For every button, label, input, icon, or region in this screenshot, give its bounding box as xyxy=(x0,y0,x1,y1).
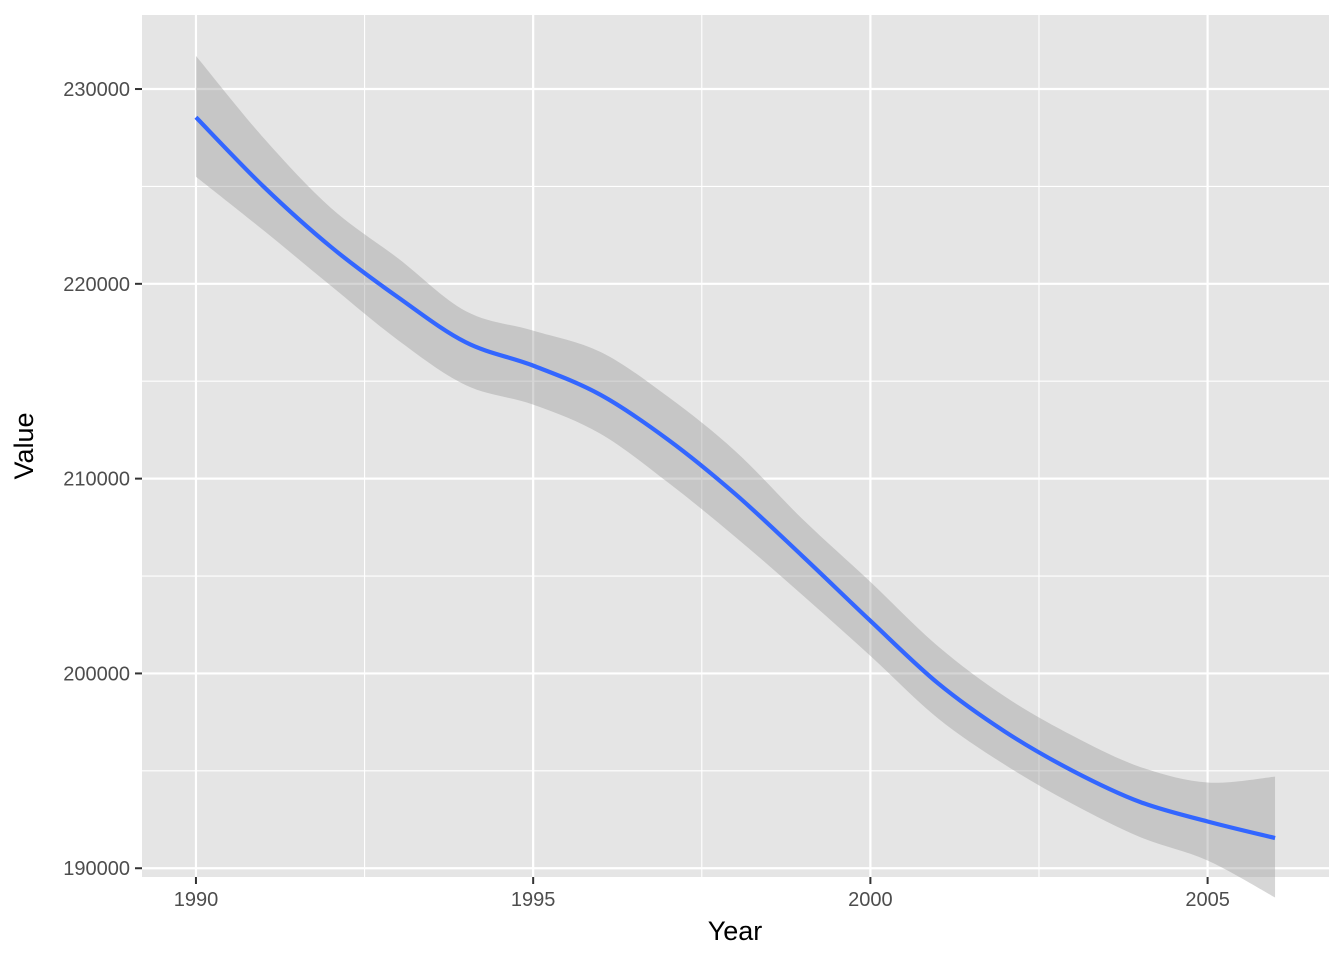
confidence-ribbon xyxy=(195,55,1276,898)
major-gridlines xyxy=(142,15,1329,877)
series-line xyxy=(194,115,1276,841)
y-tick-label: 230000 xyxy=(63,79,130,101)
x-tick-label: 1995 xyxy=(511,889,556,911)
x-tick-label: 2000 xyxy=(848,889,893,911)
axes: 190000 200000 210000 220000 230000 1990 1995 20… xyxy=(63,79,1230,911)
x-tick-label: 1990 xyxy=(174,889,219,911)
plot-panel xyxy=(142,15,1329,877)
y-tick-label: 200000 xyxy=(63,663,130,685)
x-tick-label: 2005 xyxy=(1185,889,1230,911)
y-tick-label: 190000 xyxy=(63,858,130,880)
y-axis-title: Value xyxy=(9,412,39,479)
minor-gridlines xyxy=(142,15,1329,877)
y-tick-label: 220000 xyxy=(63,274,130,296)
x-axis-title: Year xyxy=(708,916,763,946)
chart-marks xyxy=(194,55,1276,898)
y-tick-label: 210000 xyxy=(63,469,130,491)
